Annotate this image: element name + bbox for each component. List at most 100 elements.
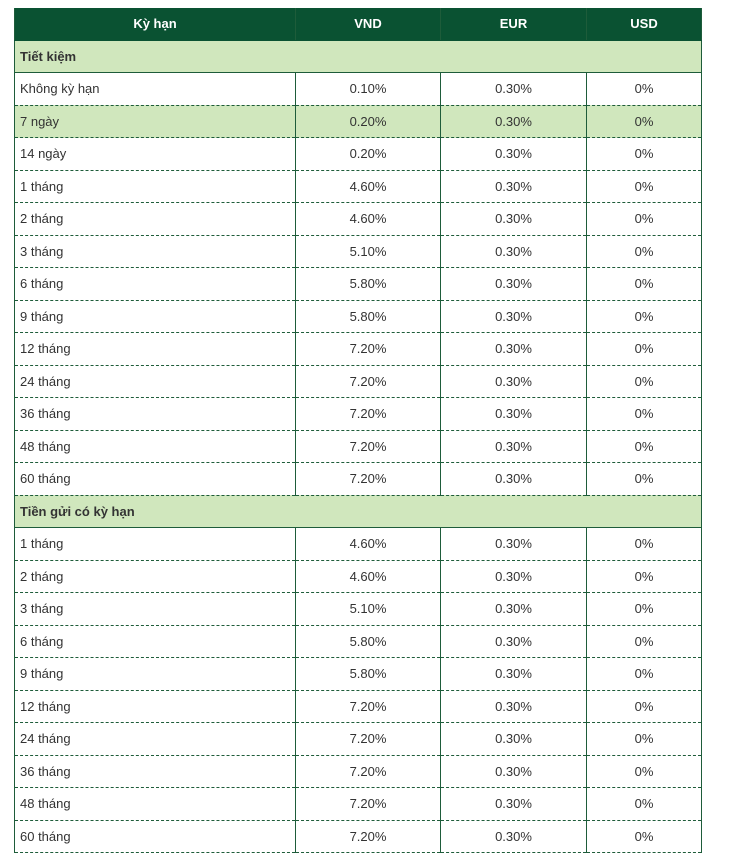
table-container: Kỳ hạn VND EUR USD Tiết kiệm Không kỳ hạn 0.1… — [14, 8, 702, 853]
rate-row: 2 tháng 4.60% 0.30% 0% — [14, 202, 702, 236]
rate-row: 36 tháng 7.20% 0.30% 0% — [14, 397, 702, 431]
section-title: Tiết kiệm — [14, 40, 702, 73]
rate-cell: 0% — [586, 365, 702, 398]
rate-cell: 0.30% — [440, 625, 587, 658]
rate-cell: 0% — [586, 105, 702, 138]
rate-cell: 0.30% — [440, 235, 587, 268]
rate-cell: 0.30% — [440, 300, 587, 333]
rate-cell: 0% — [586, 722, 702, 756]
rate-row: 48 tháng 7.20% 0.30% 0% — [14, 787, 702, 821]
rate-cell: 0.30% — [440, 72, 587, 106]
rate-cell: 5.80% — [295, 300, 441, 333]
rate-row: 60 tháng 7.20% 0.30% 0% — [14, 820, 702, 853]
rate-row: 9 tháng 5.80% 0.30% 0% — [14, 300, 702, 333]
rate-cell: 0% — [586, 202, 702, 236]
term-cell: 1 tháng — [14, 170, 296, 203]
rate-cell: 0.30% — [440, 430, 587, 463]
rate-cell: 0.30% — [440, 722, 587, 756]
rate-cell: 0.30% — [440, 560, 587, 593]
term-cell: 60 tháng — [14, 462, 296, 496]
rate-cell: 0.20% — [295, 137, 441, 171]
rate-cell: 5.80% — [295, 657, 441, 691]
rate-cell: 0% — [586, 527, 702, 561]
rate-row: Không kỳ hạn 0.10% 0.30% 0% — [14, 72, 702, 106]
rate-row: 24 tháng 7.20% 0.30% 0% — [14, 365, 702, 398]
rate-cell: 7.20% — [295, 462, 441, 496]
term-cell: 3 tháng — [14, 235, 296, 268]
rate-cell: 0% — [586, 332, 702, 366]
term-cell: 6 tháng — [14, 267, 296, 301]
rate-cell: 0.30% — [440, 787, 587, 821]
rate-cell: 7.20% — [295, 755, 441, 788]
rate-cell: 0% — [586, 137, 702, 171]
rate-cell: 0% — [586, 755, 702, 788]
term-cell: Không kỳ hạn — [14, 72, 296, 106]
rate-cell: 0% — [586, 430, 702, 463]
rate-cell: 0% — [586, 397, 702, 431]
section-row: Tiết kiệm — [14, 40, 702, 73]
section-row: Tiền gửi có kỳ hạn — [14, 495, 702, 528]
rate-row: 12 tháng 7.20% 0.30% 0% — [14, 690, 702, 723]
rate-cell: 7.20% — [295, 787, 441, 821]
rate-row: 1 tháng 4.60% 0.30% 0% — [14, 170, 702, 203]
term-cell: 36 tháng — [14, 755, 296, 788]
rate-cell: 7.20% — [295, 397, 441, 431]
rate-cell: 0% — [586, 170, 702, 203]
rate-cell: 0% — [586, 560, 702, 593]
rate-cell: 0.30% — [440, 105, 587, 138]
header-cell: USD — [586, 8, 702, 41]
rate-cell: 4.60% — [295, 202, 441, 236]
rate-cell: 0% — [586, 72, 702, 106]
header-row: Kỳ hạn VND EUR USD — [14, 8, 702, 41]
term-cell: 6 tháng — [14, 625, 296, 658]
rate-cell: 0% — [586, 592, 702, 626]
rate-cell: 0.30% — [440, 137, 587, 171]
rate-cell: 4.60% — [295, 560, 441, 593]
rate-cell: 0% — [586, 787, 702, 821]
rate-row: 3 tháng 5.10% 0.30% 0% — [14, 592, 702, 626]
rate-cell: 0.10% — [295, 72, 441, 106]
rate-table: Kỳ hạn VND EUR USD Tiết kiệm Không kỳ hạn 0.1… — [14, 8, 702, 853]
term-cell: 9 tháng — [14, 300, 296, 333]
rate-row: 3 tháng 5.10% 0.30% 0% — [14, 235, 702, 268]
rate-cell: 0.30% — [440, 170, 587, 203]
term-cell: 9 tháng — [14, 657, 296, 691]
rate-cell: 0.30% — [440, 820, 587, 853]
rate-cell: 5.10% — [295, 235, 441, 268]
rate-cell: 0.30% — [440, 397, 587, 431]
rate-cell: 0.30% — [440, 690, 587, 723]
rate-cell: 5.80% — [295, 625, 441, 658]
rate-row: 12 tháng 7.20% 0.30% 0% — [14, 332, 702, 366]
rate-cell: 0.30% — [440, 267, 587, 301]
rate-cell: 0% — [586, 625, 702, 658]
rate-cell: 7.20% — [295, 820, 441, 853]
rate-row: 60 tháng 7.20% 0.30% 0% — [14, 462, 702, 496]
rate-row: 1 tháng 4.60% 0.30% 0% — [14, 527, 702, 561]
term-cell: 24 tháng — [14, 365, 296, 398]
term-cell: 1 tháng — [14, 527, 296, 561]
rate-cell: 0.30% — [440, 592, 587, 626]
term-cell: 36 tháng — [14, 397, 296, 431]
rate-row: 14 ngày 0.20% 0.30% 0% — [14, 137, 702, 171]
rate-cell: 7.20% — [295, 430, 441, 463]
rate-cell: 0.30% — [440, 527, 587, 561]
term-cell: 24 tháng — [14, 722, 296, 756]
term-cell: 7 ngày — [14, 105, 296, 138]
term-cell: 12 tháng — [14, 690, 296, 723]
term-cell: 14 ngày — [14, 137, 296, 171]
term-cell: 48 tháng — [14, 430, 296, 463]
header-cell: VND — [295, 8, 441, 41]
rate-cell: 0.20% — [295, 105, 441, 138]
section-title: Tiền gửi có kỳ hạn — [14, 495, 702, 528]
header-cell: EUR — [440, 8, 587, 41]
rate-cell: 0.30% — [440, 365, 587, 398]
rate-cell: 7.20% — [295, 722, 441, 756]
rate-row: 6 tháng 5.80% 0.30% 0% — [14, 625, 702, 658]
rate-cell: 4.60% — [295, 170, 441, 203]
rate-cell: 0.30% — [440, 755, 587, 788]
rate-row: 36 tháng 7.20% 0.30% 0% — [14, 755, 702, 788]
rate-cell: 0% — [586, 820, 702, 853]
term-cell: 48 tháng — [14, 787, 296, 821]
rate-cell: 7.20% — [295, 365, 441, 398]
